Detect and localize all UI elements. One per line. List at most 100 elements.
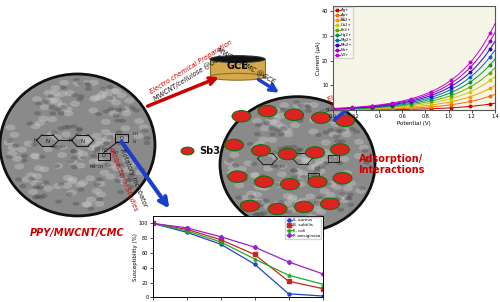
Circle shape [250,198,260,204]
Circle shape [246,142,254,146]
Circle shape [30,123,40,129]
V3+ [492,22,498,25]
Circle shape [90,95,101,101]
Circle shape [356,188,366,194]
Circle shape [308,176,327,188]
Mg2+ [426,96,432,100]
Circle shape [264,204,274,210]
Circle shape [136,169,145,175]
Circle shape [331,121,341,127]
Circle shape [302,156,312,162]
Circle shape [348,203,354,207]
Circle shape [326,117,334,122]
Hg2+ [330,108,336,111]
Circle shape [340,146,350,152]
Fe2+ [330,108,336,111]
Circle shape [232,163,239,168]
Circle shape [6,124,16,130]
Circle shape [274,183,280,187]
Circle shape [264,121,270,125]
Na+ [426,92,432,96]
Circle shape [92,133,102,139]
Circle shape [70,149,78,153]
Circle shape [326,117,336,123]
P. aeruginosa [218,235,224,239]
Circle shape [322,161,330,165]
Circle shape [316,209,326,215]
Line: Fe2+: Fe2+ [331,66,496,111]
Circle shape [22,176,32,182]
Circle shape [330,144,349,155]
Circle shape [339,140,346,144]
Circle shape [270,107,280,113]
Circle shape [348,127,356,131]
E. coli [184,229,190,233]
V3+ [413,95,419,99]
Hg2+ [368,106,374,110]
Circle shape [312,112,330,124]
P. aeruginosa [252,245,258,249]
Circle shape [290,175,298,180]
Circle shape [330,110,340,116]
Fe2+ [426,100,432,103]
Circle shape [139,124,149,130]
Circle shape [308,129,318,135]
Circle shape [89,80,99,86]
Circle shape [303,219,313,225]
Circle shape [268,127,275,131]
Circle shape [73,78,80,82]
Circle shape [110,88,120,94]
Mn2+ [484,52,490,56]
Ag+ [479,103,485,107]
Circle shape [138,168,145,172]
Circle shape [342,131,351,137]
Text: PPY/MWCNT/CMC: PPY/MWCNT/CMC [30,228,125,238]
S. aureus [218,242,224,246]
Text: O: O [132,140,136,144]
Circle shape [268,203,287,215]
Circle shape [227,170,237,176]
Line: Hg2+: Hg2+ [331,58,496,111]
Circle shape [34,194,41,198]
Ag+ [492,101,498,105]
Circle shape [334,139,341,143]
Circle shape [94,149,100,154]
Circle shape [314,169,320,173]
Au+ [360,108,366,111]
Circle shape [38,116,48,122]
Ca2+ [492,75,498,79]
Ba2+ [368,107,374,111]
Circle shape [58,111,64,116]
Circle shape [119,107,126,111]
Circle shape [275,165,282,169]
Circle shape [278,147,284,151]
Circle shape [14,164,24,170]
Circle shape [73,149,83,155]
Circle shape [260,185,270,191]
Circle shape [316,214,324,219]
Hg2+ [413,101,419,104]
Circle shape [354,139,364,145]
Circle shape [337,208,344,212]
Hg2+ [484,66,490,70]
Circle shape [322,130,330,135]
Circle shape [116,92,126,98]
Circle shape [340,197,349,203]
S. aureus [150,222,156,225]
Circle shape [337,182,344,186]
Circle shape [290,122,300,128]
Circle shape [278,124,287,130]
Circle shape [181,147,194,155]
Na+ [479,52,485,55]
Circle shape [285,112,295,118]
Fe2+ [360,107,366,110]
Circle shape [312,206,322,212]
Circle shape [287,178,294,182]
Circle shape [96,191,106,198]
Circle shape [286,210,293,214]
Circle shape [292,219,300,223]
Circle shape [258,174,266,178]
Circle shape [95,158,105,164]
Circle shape [293,102,303,108]
Circle shape [314,167,321,171]
